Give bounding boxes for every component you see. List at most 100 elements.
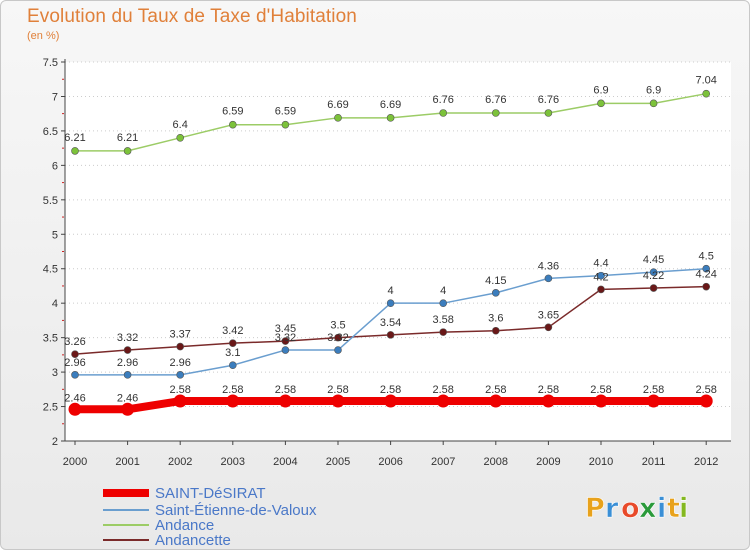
data-point bbox=[278, 394, 292, 408]
data-point bbox=[491, 289, 500, 297]
data-label: 6.59 bbox=[275, 106, 296, 118]
brand-logo-letter: P bbox=[585, 493, 605, 524]
data-label: 2.58 bbox=[485, 384, 506, 396]
y-tick-label: 7 bbox=[52, 91, 58, 103]
data-label: 2.58 bbox=[432, 384, 453, 396]
data-label: 6.76 bbox=[432, 94, 453, 106]
data-point bbox=[71, 350, 79, 358]
y-tick-label: 2 bbox=[52, 436, 58, 448]
data-label: 2.96 bbox=[117, 357, 138, 369]
data-point bbox=[334, 333, 342, 342]
data-point bbox=[71, 371, 79, 379]
data-point bbox=[226, 394, 240, 408]
y-tick-label: 5 bbox=[52, 229, 58, 241]
chart-title: Evolution du Taux de Taxe d'Habitation bbox=[27, 6, 357, 27]
data-point bbox=[176, 134, 184, 142]
data-label: 3.37 bbox=[169, 329, 190, 341]
data-point bbox=[439, 109, 448, 117]
data-point bbox=[334, 114, 342, 122]
y-tick-label: 4.5 bbox=[43, 264, 58, 276]
data-label: 3.58 bbox=[432, 314, 453, 326]
data-point bbox=[647, 394, 661, 408]
data-point bbox=[597, 271, 605, 280]
data-point bbox=[594, 394, 608, 408]
data-point bbox=[384, 394, 398, 408]
y-tick-label: 5.5 bbox=[43, 195, 58, 207]
brand-logo-letter: r bbox=[605, 493, 619, 524]
data-label: 3.6 bbox=[488, 313, 503, 325]
x-tick-label: 2001 bbox=[115, 456, 139, 468]
data-label: 4.22 bbox=[643, 270, 664, 282]
data-label: 4.15 bbox=[485, 275, 506, 287]
data-point bbox=[544, 323, 553, 332]
data-label: 2.58 bbox=[538, 384, 559, 396]
data-point bbox=[649, 284, 658, 292]
data-point bbox=[229, 120, 237, 129]
plot-area bbox=[65, 62, 731, 441]
data-point bbox=[649, 99, 658, 108]
data-label: 4 bbox=[388, 285, 394, 297]
data-label: 3.54 bbox=[380, 317, 401, 329]
data-label: 6.9 bbox=[646, 84, 661, 96]
chart-subtitle: (en %) bbox=[27, 30, 60, 42]
x-tick-label: 2011 bbox=[642, 456, 666, 468]
y-tick-label: 7.5 bbox=[43, 57, 58, 69]
data-point bbox=[491, 326, 500, 335]
data-point bbox=[489, 394, 503, 408]
data-label: 2.46 bbox=[117, 392, 138, 404]
data-label: 6.69 bbox=[380, 99, 401, 111]
y-tick-label: 6.5 bbox=[43, 126, 58, 138]
data-label: 4.45 bbox=[643, 254, 664, 266]
data-label: 6.76 bbox=[485, 94, 506, 106]
data-label: 3.5 bbox=[330, 320, 345, 332]
data-label: 6.9 bbox=[593, 84, 608, 96]
legend-label: Andance bbox=[155, 517, 214, 534]
data-point bbox=[176, 371, 184, 379]
x-tick-label: 2003 bbox=[221, 456, 245, 468]
data-label: 4.4 bbox=[593, 258, 608, 270]
x-tick-label: 2004 bbox=[273, 456, 297, 468]
data-point bbox=[281, 120, 290, 129]
data-point bbox=[436, 394, 450, 408]
x-tick-label: 2000 bbox=[63, 456, 87, 468]
data-point bbox=[123, 371, 132, 379]
data-label: 2.58 bbox=[169, 384, 190, 396]
data-label: 4.24 bbox=[695, 269, 716, 281]
data-point bbox=[702, 282, 711, 291]
data-label: 2.96 bbox=[169, 357, 190, 369]
data-point bbox=[491, 109, 500, 117]
data-label: 3.32 bbox=[275, 332, 296, 344]
data-label: 3.1 bbox=[225, 347, 240, 359]
data-point bbox=[541, 394, 555, 408]
data-label: 2.58 bbox=[380, 384, 401, 396]
data-label: 4.2 bbox=[593, 271, 608, 283]
data-point bbox=[597, 285, 605, 294]
legend-label: Saint-Étienne-de-Valoux bbox=[155, 502, 317, 519]
x-tick-label: 2007 bbox=[431, 456, 455, 468]
data-point bbox=[649, 268, 658, 276]
x-tick-label: 2005 bbox=[326, 456, 350, 468]
brand-logo-letter: i bbox=[679, 493, 688, 524]
brand-logo-letter: x bbox=[639, 493, 656, 524]
data-point bbox=[68, 402, 82, 416]
data-label: 6.4 bbox=[173, 119, 188, 131]
y-tick-label: 6 bbox=[52, 160, 58, 172]
data-point bbox=[229, 339, 237, 347]
data-label: 3.42 bbox=[222, 325, 243, 337]
legend-label: SAINT-DéSIRAT bbox=[155, 485, 266, 502]
x-tick-label: 2009 bbox=[536, 456, 560, 468]
data-point bbox=[123, 147, 132, 155]
data-point bbox=[597, 99, 605, 108]
brand-logo-letter: i bbox=[657, 493, 666, 524]
data-point bbox=[439, 299, 448, 307]
data-point bbox=[702, 89, 711, 98]
x-tick-label: 2006 bbox=[378, 456, 402, 468]
data-label: 2.58 bbox=[327, 384, 348, 396]
data-label: 6.76 bbox=[538, 94, 559, 106]
data-point bbox=[71, 147, 79, 155]
x-tick-label: 2002 bbox=[168, 456, 192, 468]
data-point bbox=[439, 328, 448, 336]
data-label: 6.69 bbox=[327, 99, 348, 111]
data-point bbox=[702, 264, 711, 273]
